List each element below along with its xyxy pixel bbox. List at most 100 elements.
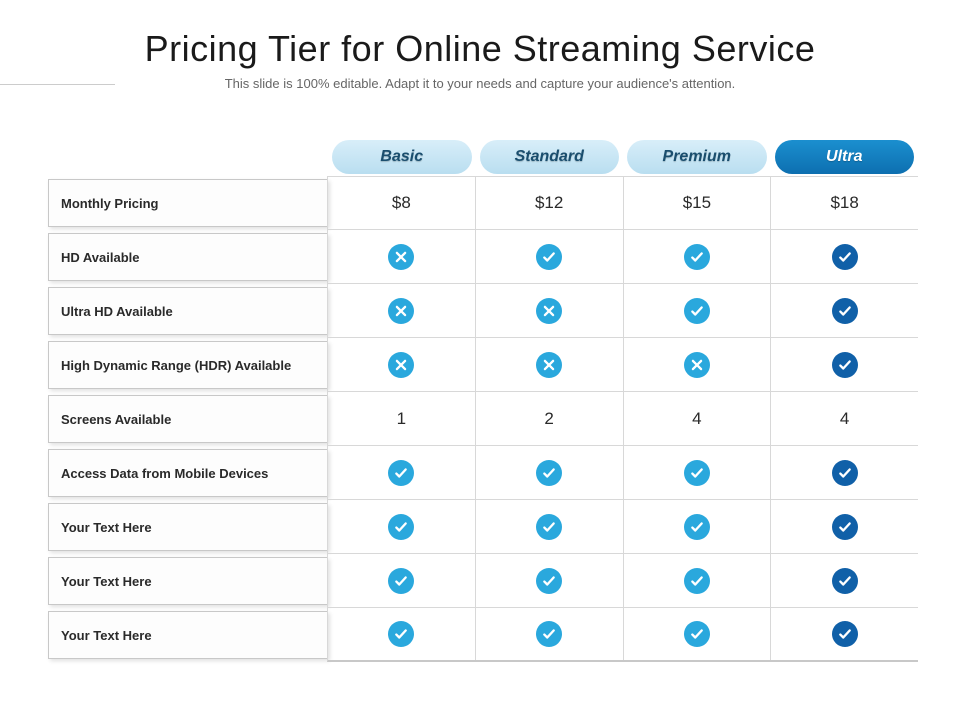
feature-cells — [327, 338, 918, 392]
pricing-table: BasicStandardPremiumUltra Monthly Pricin… — [48, 140, 918, 662]
check-icon — [832, 460, 858, 486]
cell — [624, 284, 772, 337]
check-icon — [684, 568, 710, 594]
feature-cells — [327, 446, 918, 500]
cell — [476, 446, 624, 499]
feature-cells: 1244 — [327, 392, 918, 446]
feature-cells — [327, 500, 918, 554]
cell — [476, 608, 624, 660]
feature-cells: $8$12$15$18 — [327, 176, 918, 230]
cross-icon — [684, 352, 710, 378]
check-icon — [536, 244, 562, 270]
cell — [771, 500, 918, 553]
cell — [328, 608, 476, 660]
feature-cells — [327, 230, 918, 284]
feature-label: Your Text Here — [48, 503, 328, 551]
table-row: Screens Available1244 — [48, 392, 918, 446]
cell — [771, 338, 918, 391]
tier-header-row: BasicStandardPremiumUltra — [328, 140, 918, 174]
check-icon — [536, 514, 562, 540]
cell — [476, 230, 624, 283]
cell — [328, 554, 476, 607]
cross-icon — [536, 352, 562, 378]
cell — [771, 446, 918, 499]
page-title: Pricing Tier for Online Streaming Servic… — [0, 0, 960, 70]
cell — [476, 554, 624, 607]
check-icon — [832, 568, 858, 594]
cross-icon — [536, 298, 562, 324]
feature-label: Monthly Pricing — [48, 179, 328, 227]
table-row: Your Text Here — [48, 500, 918, 554]
cell: 4 — [771, 392, 918, 445]
check-icon — [684, 244, 710, 270]
check-icon — [536, 568, 562, 594]
cell — [624, 500, 772, 553]
check-icon — [388, 621, 414, 647]
check-icon — [832, 298, 858, 324]
feature-label: Screens Available — [48, 395, 328, 443]
cross-icon — [388, 244, 414, 270]
check-icon — [832, 352, 858, 378]
cell — [328, 446, 476, 499]
check-icon — [832, 621, 858, 647]
check-icon — [388, 460, 414, 486]
cell: $8 — [328, 177, 476, 229]
feature-label: High Dynamic Range (HDR) Available — [48, 341, 328, 389]
feature-cells — [327, 608, 918, 662]
page-subtitle: This slide is 100% editable. Adapt it to… — [0, 76, 960, 91]
tier-pill-ultra: Ultra — [775, 140, 915, 174]
check-icon — [388, 568, 414, 594]
cell: $18 — [771, 177, 918, 229]
feature-label: Access Data from Mobile Devices — [48, 449, 328, 497]
cell — [476, 500, 624, 553]
cell — [476, 284, 624, 337]
cell — [476, 338, 624, 391]
cell: $15 — [624, 177, 772, 229]
cross-icon — [388, 298, 414, 324]
check-icon — [536, 460, 562, 486]
cell — [624, 608, 772, 660]
cell: 1 — [328, 392, 476, 445]
cell: 4 — [624, 392, 772, 445]
check-icon — [684, 298, 710, 324]
cell — [771, 554, 918, 607]
cell — [328, 230, 476, 283]
check-icon — [684, 621, 710, 647]
feature-cells — [327, 284, 918, 338]
cell — [328, 500, 476, 553]
cell — [624, 230, 772, 283]
cell — [771, 608, 918, 660]
tier-pill-standard: Standard — [480, 140, 620, 174]
check-icon — [684, 514, 710, 540]
cross-icon — [388, 352, 414, 378]
feature-label: Your Text Here — [48, 611, 328, 659]
cell — [771, 284, 918, 337]
check-icon — [388, 514, 414, 540]
table-row: Your Text Here — [48, 608, 918, 662]
feature-label: HD Available — [48, 233, 328, 281]
cell — [624, 554, 772, 607]
tier-pill-premium: Premium — [627, 140, 767, 174]
check-icon — [536, 621, 562, 647]
cell — [328, 338, 476, 391]
table-row: Your Text Here — [48, 554, 918, 608]
check-icon — [832, 244, 858, 270]
table-row: Access Data from Mobile Devices — [48, 446, 918, 500]
feature-label: Ultra HD Available — [48, 287, 328, 335]
table-row: HD Available — [48, 230, 918, 284]
check-icon — [832, 514, 858, 540]
feature-cells — [327, 554, 918, 608]
pricing-grid: Monthly Pricing$8$12$15$18HD AvailableUl… — [48, 176, 918, 662]
cell — [771, 230, 918, 283]
table-row: Ultra HD Available — [48, 284, 918, 338]
cell — [624, 446, 772, 499]
cell: 2 — [476, 392, 624, 445]
cell — [624, 338, 772, 391]
feature-label: Your Text Here — [48, 557, 328, 605]
cell: $12 — [476, 177, 624, 229]
tier-pill-basic: Basic — [332, 140, 472, 174]
check-icon — [684, 460, 710, 486]
cell — [328, 284, 476, 337]
table-row: Monthly Pricing$8$12$15$18 — [48, 176, 918, 230]
table-row: High Dynamic Range (HDR) Available — [48, 338, 918, 392]
